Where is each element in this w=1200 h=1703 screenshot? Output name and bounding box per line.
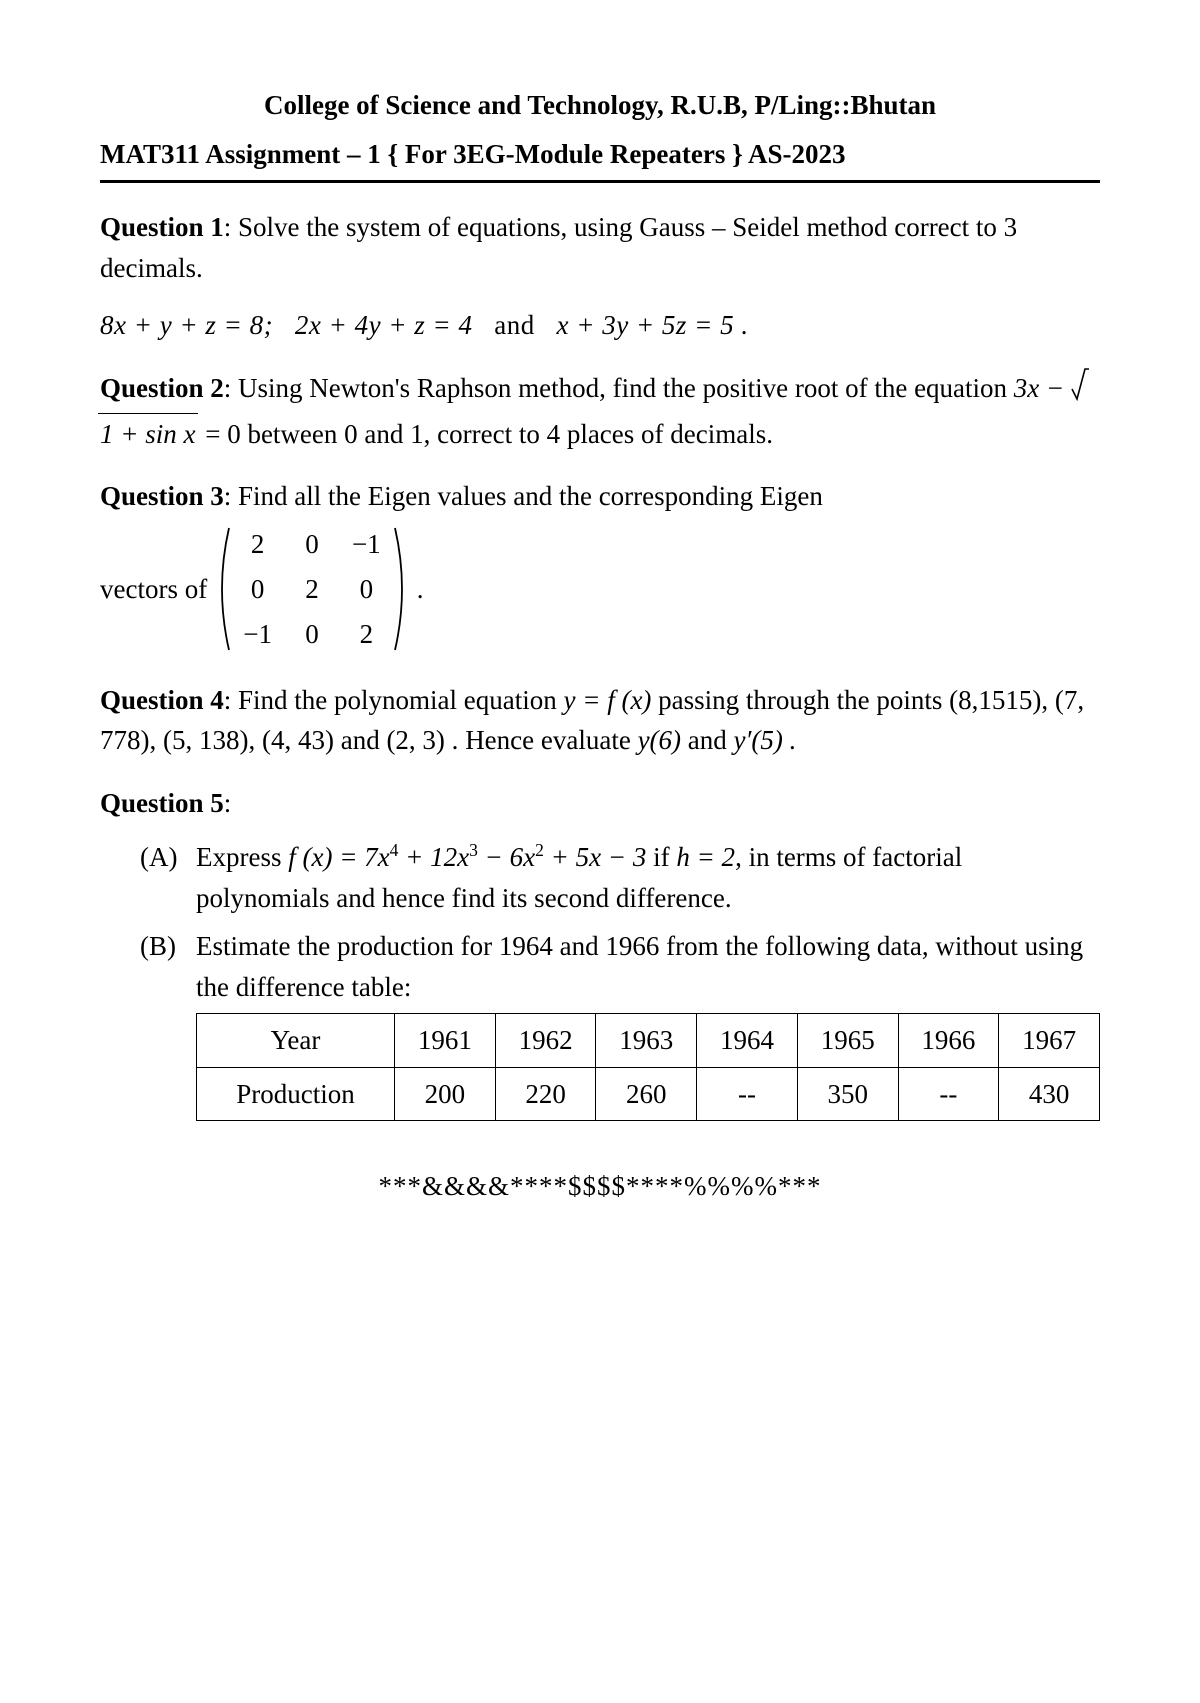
yr-5: 1966 bbox=[898, 1014, 999, 1068]
production-table: Year 1961 1962 1963 1964 1965 1966 1967 … bbox=[196, 1013, 1100, 1121]
q5-label: Question 5 bbox=[100, 788, 224, 818]
q4-eq1: y = f (x) bbox=[564, 685, 652, 715]
q2-label: Question 2 bbox=[100, 373, 224, 403]
question-4: Question 4: Find the polynomial equation… bbox=[100, 680, 1100, 761]
q5a-p2: 2 bbox=[535, 840, 544, 860]
q5a-marker: (A) bbox=[140, 837, 196, 918]
row1-head: Year bbox=[197, 1014, 395, 1068]
assignment-line: MAT311 Assignment – 1 { For 3EG-Module R… bbox=[100, 139, 1100, 183]
m-2-0: −1 bbox=[243, 619, 272, 650]
pr-6: 430 bbox=[999, 1067, 1100, 1121]
left-paren-icon bbox=[211, 524, 233, 654]
q4-text-a: : Find the polynomial equation bbox=[224, 685, 564, 715]
m-1-1: 2 bbox=[298, 574, 326, 605]
q5-colon: : bbox=[224, 788, 232, 818]
q5b-text: Estimate the production for 1964 and 196… bbox=[196, 931, 1083, 1002]
q1-label: Question 1 bbox=[100, 212, 224, 242]
yr-4: 1965 bbox=[797, 1014, 898, 1068]
q5a-if: if bbox=[646, 842, 676, 872]
q1-eq-c: x + 3y + 5z = 5 . bbox=[557, 310, 749, 340]
question-5-head: Question 5: bbox=[100, 783, 1100, 824]
matrix: 2 0 −1 0 2 0 −1 0 2 bbox=[211, 523, 412, 656]
q1-eq-join: and bbox=[494, 310, 534, 340]
assignment-page: College of Science and Technology, R.U.B… bbox=[0, 0, 1200, 1262]
pr-4: 350 bbox=[797, 1067, 898, 1121]
q2-eq-rhs: = 0 bbox=[198, 419, 240, 449]
pr-0: 200 bbox=[395, 1067, 496, 1121]
question-3-line2: vectors of 2 0 −1 0 2 0 −1 0 2 . bbox=[100, 523, 1100, 656]
q1-eq-a: 8x + y + z = 8; bbox=[100, 310, 273, 340]
yr-0: 1961 bbox=[395, 1014, 496, 1068]
q5a-h: h = 2 bbox=[676, 842, 735, 872]
m-0-2: −1 bbox=[352, 529, 381, 560]
q1-equations: 8x + y + z = 8; 2x + 4y + z = 4 and x + … bbox=[100, 310, 1100, 341]
question-3-line1: Question 3: Find all the Eigen values an… bbox=[100, 476, 1100, 517]
q4-yp5: y′(5) . bbox=[734, 725, 797, 755]
q5b-marker: (B) bbox=[140, 926, 196, 1121]
footer-decoration: ***&&&&****$$$$****%%%%*** bbox=[100, 1171, 1100, 1202]
table-row: Year 1961 1962 1963 1964 1965 1966 1967 bbox=[197, 1014, 1100, 1068]
m-2-2: 2 bbox=[352, 619, 381, 650]
q5a-t4: + 5x − 3 bbox=[544, 842, 646, 872]
q3-text-a: : Find all the Eigen values and the corr… bbox=[224, 481, 823, 511]
q2-radicand: 1 + sin x bbox=[100, 419, 195, 449]
q2-text-b: between 0 and 1, correct to 4 places of … bbox=[241, 419, 773, 449]
q4-y6: y(6) bbox=[638, 725, 681, 755]
q5a-fx: f (x) = 7x bbox=[288, 842, 389, 872]
yr-3: 1964 bbox=[697, 1014, 798, 1068]
q2-text-a: : Using Newton's Raphson method, find th… bbox=[224, 373, 1014, 403]
yr-6: 1967 bbox=[999, 1014, 1100, 1068]
question-1: Question 1: Solve the system of equation… bbox=[100, 207, 1100, 288]
pr-2: 260 bbox=[596, 1067, 697, 1121]
q4-and: and bbox=[688, 725, 734, 755]
q4-text-c: Hence evaluate bbox=[465, 725, 637, 755]
q3-text-post: . bbox=[417, 574, 424, 605]
q2-eq-lhs: 3x − bbox=[1014, 373, 1071, 403]
yr-1: 1962 bbox=[495, 1014, 596, 1068]
row2-head: Production bbox=[197, 1067, 395, 1121]
table-row: Production 200 220 260 -- 350 -- 430 bbox=[197, 1067, 1100, 1121]
question-2: Question 2: Using Newton's Raphson metho… bbox=[100, 367, 1100, 454]
q3-label: Question 3 bbox=[100, 481, 224, 511]
q3-text-pre: vectors of bbox=[100, 574, 207, 605]
yr-2: 1963 bbox=[596, 1014, 697, 1068]
q1-text: : Solve the system of equations, using G… bbox=[100, 212, 1017, 283]
pr-5: -- bbox=[898, 1067, 999, 1121]
q5-list: (A) Express f (x) = 7x4 + 12x3 − 6x2 + 5… bbox=[100, 837, 1100, 1121]
m-1-0: 0 bbox=[243, 574, 272, 605]
sqrt-icon bbox=[1071, 367, 1089, 413]
q4-text-b: passing through the points bbox=[658, 685, 949, 715]
m-0-1: 0 bbox=[298, 529, 326, 560]
q5a-t3: − 6x bbox=[478, 842, 535, 872]
q4-label: Question 4 bbox=[100, 685, 224, 715]
q1-eq-b: 2x + 4y + z = 4 bbox=[295, 310, 473, 340]
right-paren-icon bbox=[391, 524, 413, 654]
m-2-1: 0 bbox=[298, 619, 326, 650]
q5-item-b: (B) Estimate the production for 1964 and… bbox=[140, 926, 1100, 1121]
m-0-0: 2 bbox=[243, 529, 272, 560]
q5a-p3: 3 bbox=[469, 840, 478, 860]
m-1-2: 0 bbox=[352, 574, 381, 605]
q5a-t2: + 12x bbox=[398, 842, 469, 872]
institution-line: College of Science and Technology, R.U.B… bbox=[100, 90, 1100, 121]
pr-1: 220 bbox=[495, 1067, 596, 1121]
q5-item-a: (A) Express f (x) = 7x4 + 12x3 − 6x2 + 5… bbox=[140, 837, 1100, 918]
pr-3: -- bbox=[697, 1067, 798, 1121]
q5a-text-a: Express bbox=[196, 842, 288, 872]
